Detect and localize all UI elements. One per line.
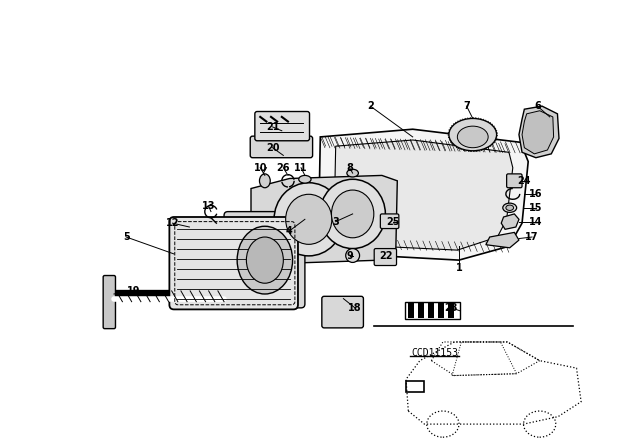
Text: 25: 25 xyxy=(387,217,400,227)
Ellipse shape xyxy=(246,237,284,283)
Text: 13: 13 xyxy=(202,201,216,211)
Bar xyxy=(406,381,424,392)
Text: 7: 7 xyxy=(463,101,470,111)
Ellipse shape xyxy=(259,174,270,188)
Bar xyxy=(428,302,435,318)
Ellipse shape xyxy=(285,194,332,244)
Text: CCD11153: CCD11153 xyxy=(411,348,458,358)
Text: 10: 10 xyxy=(253,163,267,173)
Polygon shape xyxy=(519,106,559,158)
Polygon shape xyxy=(319,129,528,260)
Text: 1: 1 xyxy=(456,263,462,273)
Text: 23: 23 xyxy=(444,303,458,313)
Ellipse shape xyxy=(274,183,344,256)
FancyBboxPatch shape xyxy=(170,217,298,310)
Bar xyxy=(408,302,414,318)
Ellipse shape xyxy=(346,249,360,263)
Text: 14: 14 xyxy=(529,217,543,227)
Text: 20: 20 xyxy=(266,143,279,153)
Text: 19: 19 xyxy=(127,286,141,296)
Ellipse shape xyxy=(332,190,374,238)
Text: 6: 6 xyxy=(534,101,541,111)
Text: 11: 11 xyxy=(294,163,308,173)
Bar xyxy=(448,302,454,318)
Text: 2: 2 xyxy=(367,101,374,111)
Polygon shape xyxy=(501,214,519,229)
FancyBboxPatch shape xyxy=(224,211,305,308)
Polygon shape xyxy=(251,176,397,263)
Bar xyxy=(405,302,460,319)
Text: 17: 17 xyxy=(525,232,539,242)
Ellipse shape xyxy=(299,176,311,183)
Bar xyxy=(418,302,424,318)
Text: 3: 3 xyxy=(332,217,339,227)
FancyBboxPatch shape xyxy=(380,214,399,228)
FancyBboxPatch shape xyxy=(374,249,397,266)
Bar xyxy=(438,302,444,318)
Text: 16: 16 xyxy=(529,189,543,199)
Ellipse shape xyxy=(320,179,385,249)
Ellipse shape xyxy=(506,205,513,211)
FancyBboxPatch shape xyxy=(250,136,312,158)
FancyBboxPatch shape xyxy=(103,276,115,329)
Polygon shape xyxy=(334,140,513,250)
Ellipse shape xyxy=(449,118,497,151)
Polygon shape xyxy=(522,111,554,154)
Text: 8: 8 xyxy=(346,163,353,173)
Text: 12: 12 xyxy=(166,218,179,228)
Ellipse shape xyxy=(347,169,358,177)
FancyBboxPatch shape xyxy=(255,112,310,141)
Ellipse shape xyxy=(458,126,488,148)
Text: 18: 18 xyxy=(348,303,362,313)
Text: 4: 4 xyxy=(286,226,293,236)
Text: 15: 15 xyxy=(529,203,543,213)
Ellipse shape xyxy=(237,226,292,294)
Text: 21: 21 xyxy=(266,122,279,132)
Ellipse shape xyxy=(503,203,516,212)
Text: 22: 22 xyxy=(379,250,392,260)
FancyBboxPatch shape xyxy=(507,174,522,188)
Text: 26: 26 xyxy=(276,163,290,173)
Text: 5: 5 xyxy=(123,232,130,242)
Text: 24: 24 xyxy=(517,176,531,186)
FancyBboxPatch shape xyxy=(322,296,364,328)
Polygon shape xyxy=(486,233,519,248)
Text: 9: 9 xyxy=(346,250,353,260)
